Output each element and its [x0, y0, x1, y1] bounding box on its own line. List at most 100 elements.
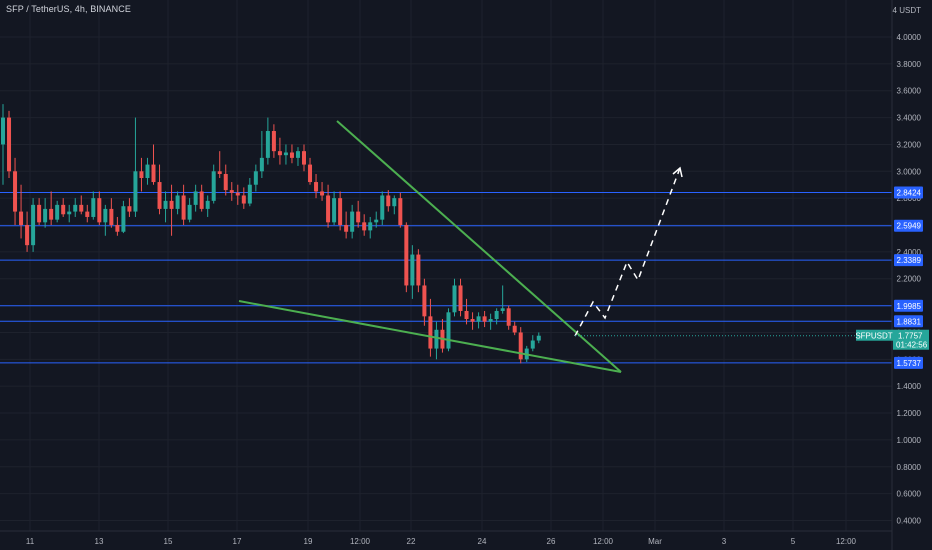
candle: [175, 191, 180, 215]
candle-body: [1, 117, 5, 145]
projection-path[interactable]: [574, 167, 681, 337]
candle-body: [61, 204, 66, 215]
lower-trendline[interactable]: [238, 300, 622, 373]
candle-body: [241, 195, 246, 204]
candle: [25, 211, 30, 252]
candle-body: [193, 191, 198, 205]
candle-body: [488, 319, 493, 322]
candle: [320, 182, 325, 201]
candle-body: [31, 204, 36, 246]
chart-title[interactable]: SFP / TetherUS, 4h, BINANCE: [6, 4, 131, 14]
candle: [277, 137, 282, 165]
candle-body: [283, 152, 288, 156]
candle-body: [169, 200, 174, 209]
horizontal-levels[interactable]: [0, 191, 892, 364]
candle-body: [295, 151, 300, 158]
candle-body: [223, 173, 228, 191]
candle-body: [163, 200, 168, 209]
upper-trendline[interactable]: [336, 120, 622, 373]
candle-body: [67, 211, 72, 215]
candle: [73, 198, 78, 217]
time-tick-label: 13: [95, 537, 104, 546]
price-tick-label: 2.4000: [897, 248, 922, 257]
candle: [211, 164, 216, 204]
candle: [398, 192, 403, 228]
candle-body: [410, 254, 415, 286]
candle-body: [55, 204, 60, 220]
candle-body: [277, 151, 282, 156]
candle-body: [374, 219, 379, 223]
candle: [61, 198, 66, 217]
candle: [374, 211, 379, 228]
candle-body: [145, 164, 150, 179]
level-price-tag: [894, 299, 923, 312]
candle: [235, 184, 240, 205]
candle-body: [476, 316, 481, 322]
candle: [416, 249, 421, 293]
candle-body: [398, 198, 403, 226]
candle: [121, 200, 126, 234]
candle: [241, 187, 246, 209]
candle: [488, 313, 493, 330]
candle: [109, 198, 114, 228]
time-tick-label: Mar: [648, 537, 662, 546]
candle: [392, 195, 397, 215]
candle: [157, 164, 162, 215]
candle: [283, 144, 288, 165]
candle-body: [109, 208, 114, 226]
candle: [428, 298, 433, 357]
candle: [133, 117, 138, 217]
candle: [271, 124, 276, 158]
candle-body: [428, 316, 433, 349]
price-tick-label: 3.4000: [897, 114, 922, 123]
candle-body: [25, 225, 30, 246]
candle-body: [253, 171, 258, 185]
countdown-label: 01:42:56: [896, 341, 928, 350]
drawings[interactable]: [238, 120, 683, 373]
candle: [295, 147, 300, 166]
candle: [434, 321, 439, 360]
candle: [199, 184, 204, 212]
candlestick-series: [1, 104, 541, 364]
candle-body: [133, 171, 138, 212]
candle-body: [434, 329, 439, 349]
candle-body: [37, 204, 42, 223]
candle: [500, 285, 505, 314]
candle: [308, 157, 313, 185]
candle-body: [259, 157, 264, 172]
candle-body: [482, 316, 487, 322]
candle: [452, 278, 457, 317]
candle: [145, 157, 150, 185]
candle-body: [187, 204, 192, 220]
candle: [380, 191, 385, 226]
candle-body: [19, 211, 24, 226]
candle-body: [211, 171, 216, 201]
level-price-tag: [894, 186, 923, 199]
level-price-tag-label: 2.5949: [897, 222, 922, 231]
candle-body: [314, 182, 319, 192]
candle: [37, 198, 42, 226]
candle: [506, 305, 511, 330]
candle-body: [464, 310, 469, 320]
candle-body: [247, 184, 252, 204]
candle-body: [127, 206, 132, 212]
candle: [410, 245, 415, 299]
candle-body: [13, 171, 18, 212]
candle: [259, 131, 264, 179]
candle: [289, 144, 294, 164]
candle-body: [157, 182, 162, 209]
candle: [115, 216, 120, 236]
candle: [265, 117, 270, 165]
time-tick-label: 19: [304, 537, 313, 546]
candle-body: [7, 117, 12, 172]
price-axis[interactable]: [892, 0, 932, 550]
symbol-tag: [856, 329, 893, 341]
currency-label[interactable]: 4 USDT: [893, 6, 922, 15]
time-tick-label: 17: [233, 537, 242, 546]
candle-body: [530, 340, 535, 349]
price-tick-label: 2.2000: [897, 275, 922, 284]
level-price-tag-label: 2.8424: [897, 188, 922, 197]
price-tick-label: 1.0000: [897, 436, 922, 445]
